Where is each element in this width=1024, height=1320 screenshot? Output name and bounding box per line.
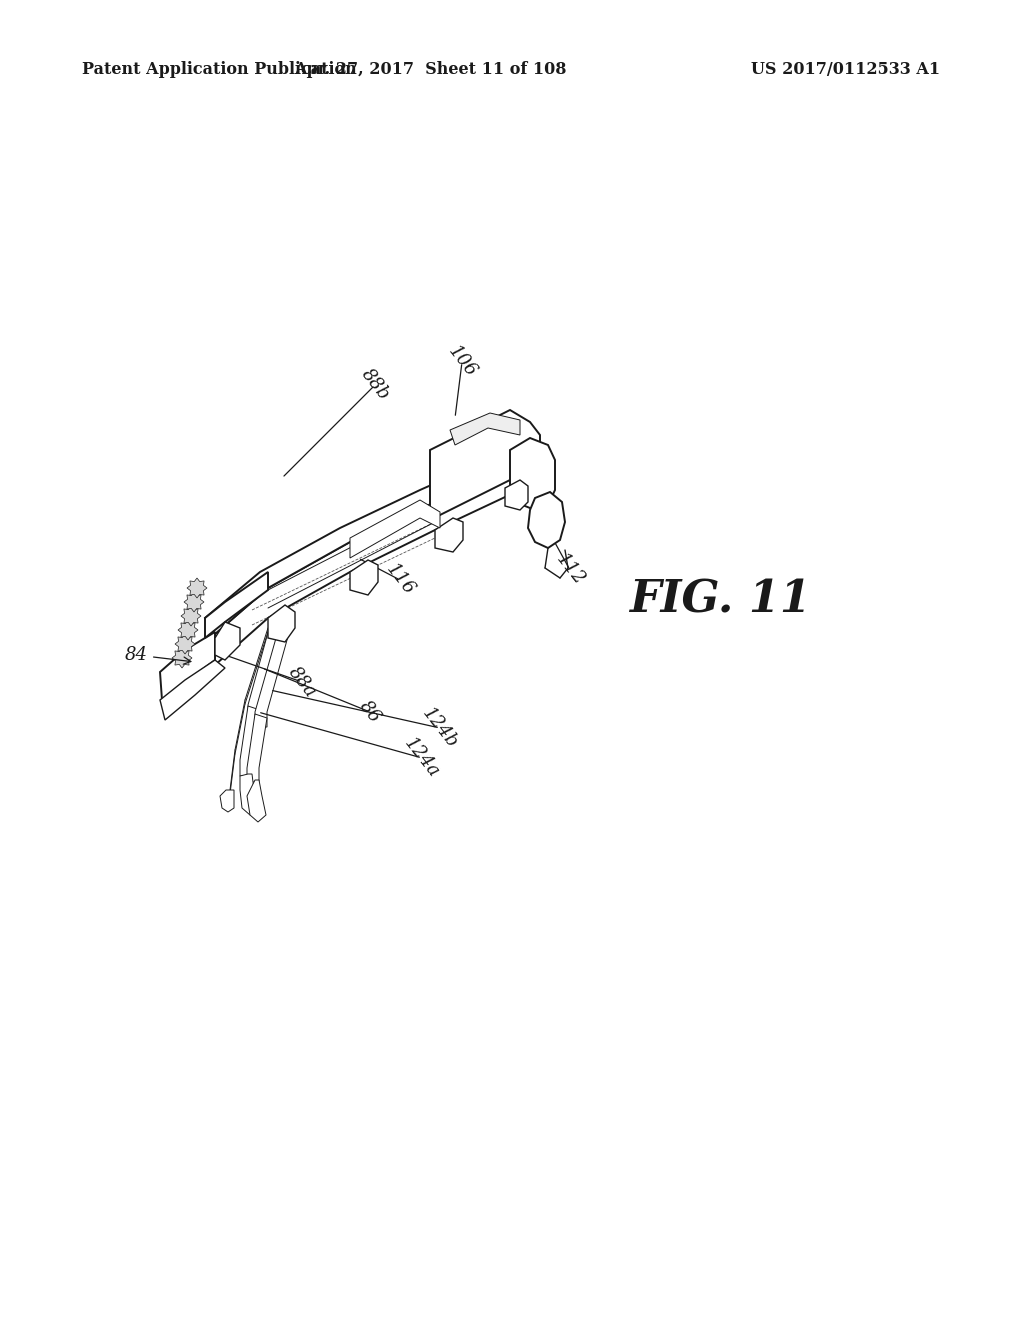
Text: Apr. 27, 2017  Sheet 11 of 108: Apr. 27, 2017 Sheet 11 of 108 <box>294 61 566 78</box>
Polygon shape <box>247 714 267 781</box>
Polygon shape <box>430 411 540 520</box>
Text: 124b: 124b <box>419 705 461 751</box>
Polygon shape <box>528 492 565 548</box>
Polygon shape <box>215 622 240 660</box>
Polygon shape <box>247 780 266 822</box>
Polygon shape <box>187 578 207 598</box>
Polygon shape <box>220 789 234 812</box>
Polygon shape <box>181 606 201 626</box>
Polygon shape <box>255 622 292 727</box>
Polygon shape <box>248 616 285 719</box>
Text: 124a: 124a <box>401 735 443 781</box>
Polygon shape <box>510 438 555 510</box>
Polygon shape <box>178 620 198 640</box>
Text: 88a: 88a <box>285 663 319 701</box>
Text: 116: 116 <box>382 561 418 599</box>
Text: 84: 84 <box>125 645 190 664</box>
Polygon shape <box>184 591 204 612</box>
Polygon shape <box>215 462 520 665</box>
Polygon shape <box>505 480 528 510</box>
Text: Patent Application Publication: Patent Application Publication <box>82 61 356 78</box>
Polygon shape <box>240 774 258 814</box>
Polygon shape <box>172 648 193 668</box>
Text: 86: 86 <box>355 697 384 726</box>
Polygon shape <box>268 605 295 642</box>
Text: FIG. 11: FIG. 11 <box>629 578 811 622</box>
Polygon shape <box>350 500 440 558</box>
Text: 88b: 88b <box>357 366 393 404</box>
Polygon shape <box>160 660 225 719</box>
Polygon shape <box>450 413 520 445</box>
Polygon shape <box>175 634 195 653</box>
Text: US 2017/0112533 A1: US 2017/0112533 A1 <box>751 61 940 78</box>
Text: 112: 112 <box>552 550 588 589</box>
Polygon shape <box>240 706 260 776</box>
Polygon shape <box>160 632 215 700</box>
Text: 106: 106 <box>444 343 479 381</box>
Polygon shape <box>205 572 268 638</box>
Polygon shape <box>205 450 520 634</box>
Polygon shape <box>350 560 378 595</box>
Polygon shape <box>435 517 463 552</box>
